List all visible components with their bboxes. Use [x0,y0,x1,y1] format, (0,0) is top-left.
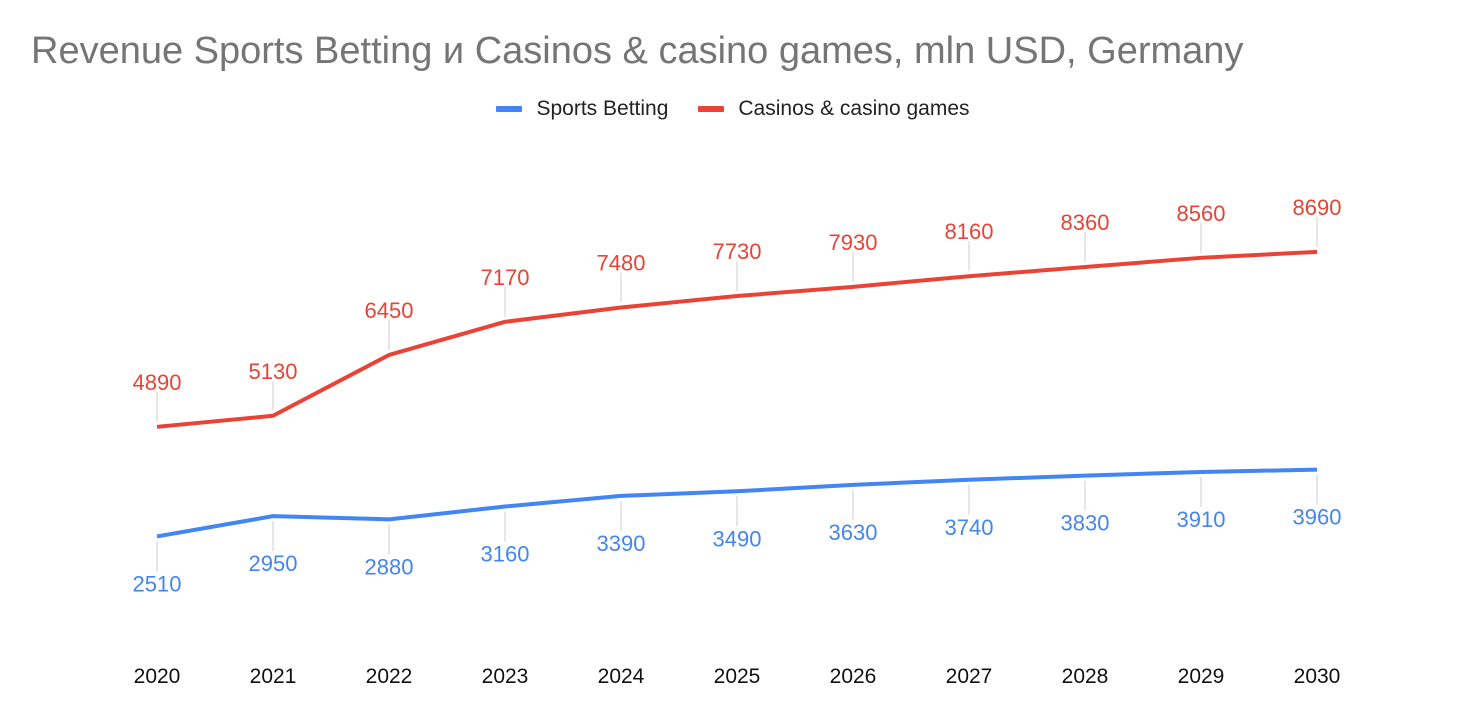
data-label: 8160 [945,219,994,244]
data-label: 3830 [1061,511,1110,536]
data-label: 3490 [713,526,762,551]
x-tick-label: 2026 [830,665,877,688]
x-tick-label: 2021 [250,665,297,688]
x-tick-label: 2030 [1294,665,1341,688]
x-tick-label: 2023 [482,665,529,688]
data-label: 8690 [1293,195,1342,220]
data-label: 7930 [829,230,878,255]
x-tick-label: 2028 [1062,665,1109,688]
x-tick-label: 2022 [366,665,413,688]
data-label: 2510 [133,571,182,596]
data-label: 2880 [365,554,414,579]
data-label: 5130 [249,359,298,384]
data-label: 2950 [249,551,298,576]
legend-label: Casinos & casino games [738,97,970,120]
legend-swatch-sports-betting [496,106,523,112]
data-label: 8360 [1061,210,1110,235]
data-label: 3160 [481,541,530,566]
legend-label: Sports Betting [536,97,669,120]
data-label: 3630 [829,520,878,545]
x-tick-label: 2029 [1178,665,1225,688]
data-label: 7170 [481,265,530,290]
data-label: 3910 [1177,507,1226,532]
data-label: 4890 [133,370,182,395]
series-line-casinos [156,249,1318,429]
x-tick-label: 2025 [714,665,761,688]
data-label: 3740 [945,515,994,540]
data-label: 7730 [713,239,762,264]
data-label: 7480 [597,251,646,276]
legend-swatch-casinos [698,106,725,112]
data-label: 8560 [1177,201,1226,226]
series-line-sports-betting [156,467,1318,539]
x-tick-label: 2020 [134,665,181,688]
legend: Sports Betting Casinos & casino games [0,97,1466,121]
x-tick-label: 2024 [598,665,645,688]
x-tick-label: 2027 [946,665,993,688]
data-label: 3390 [597,531,646,556]
legend-item-sports-betting[interactable]: Sports Betting [496,97,668,121]
data-label: 3960 [1293,505,1342,530]
chart-title: Revenue Sports Betting и Casinos & casin… [31,30,1244,72]
legend-item-casinos[interactable]: Casinos & casino games [698,97,970,121]
data-label: 6450 [365,298,414,323]
